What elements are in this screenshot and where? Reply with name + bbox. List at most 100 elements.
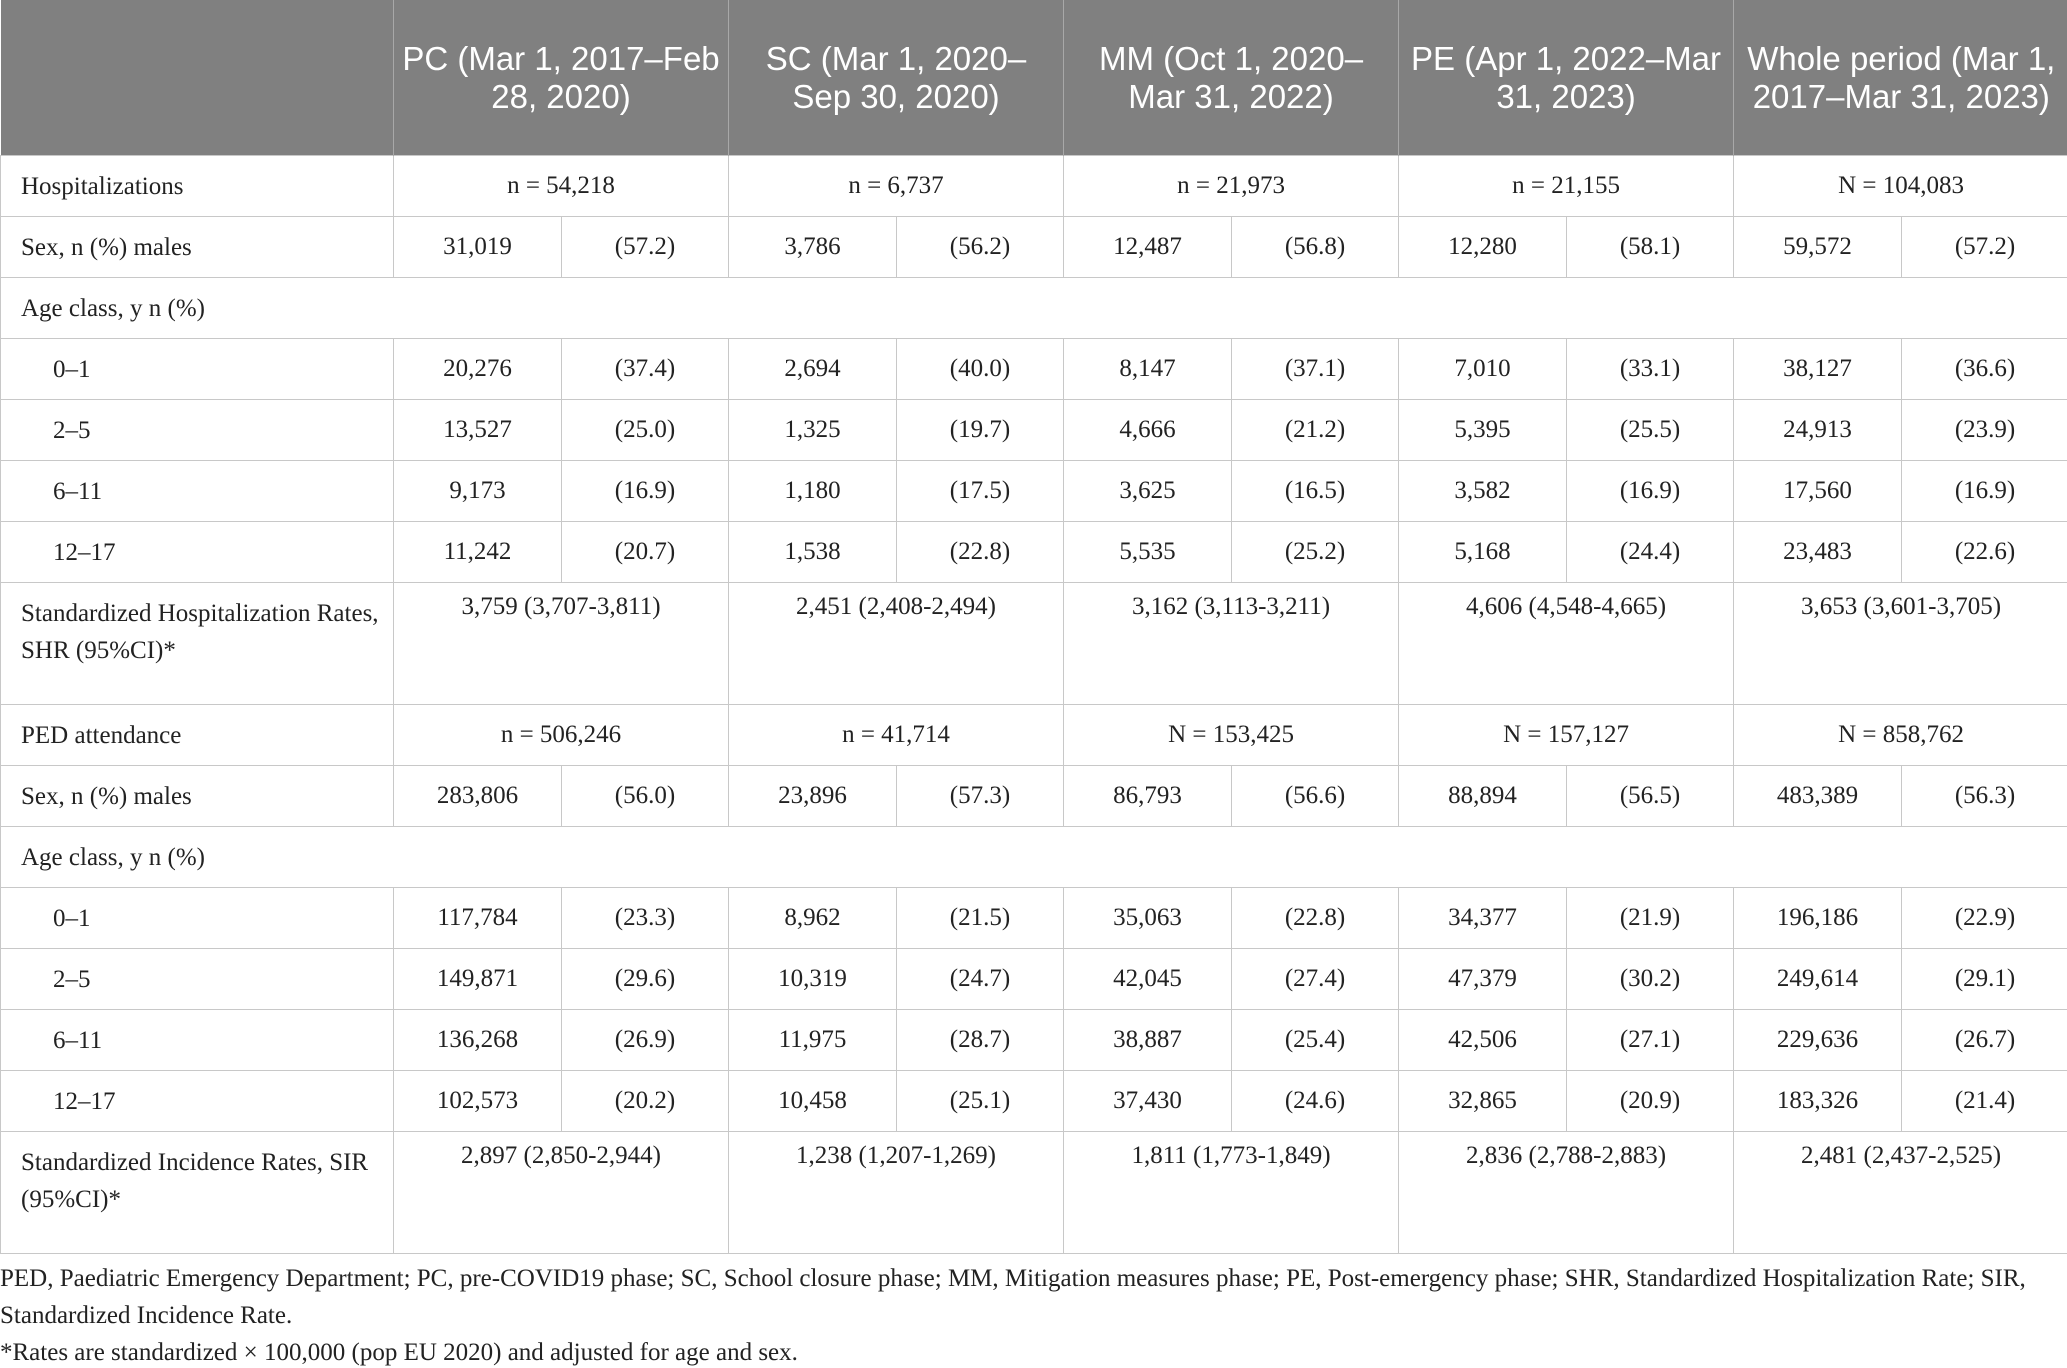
percent-cell: (56.5): [1566, 765, 1735, 827]
percent-cell: (21.2): [1231, 399, 1400, 461]
count-cell: 47,379: [1398, 948, 1568, 1010]
row-label: Standardized Incidence Rates, SIR (95%CI…: [0, 1131, 394, 1254]
percent-cell: (25.1): [895, 1070, 1065, 1132]
span-cell: n = 21,155: [1398, 155, 1735, 217]
data-row: 6–11 136,268 (26.9) 11,975 (28.7) 38,887 (25.4…: [0, 1009, 2067, 1071]
count-cell: 11,242: [393, 521, 562, 583]
data-row: 12–17 102,573 (20.2) 10,458 (25.1) 37,430 (24.…: [0, 1070, 2067, 1132]
count-cell: 23,483: [1733, 521, 1903, 583]
percent-cell: (24.4): [1566, 521, 1735, 583]
span-cell: 3,653 (3,601-3,705): [1733, 582, 2067, 705]
percent-cell: (16.9): [1901, 460, 2067, 522]
count-cell: 283,806: [393, 765, 562, 827]
count-cell: 136,268: [393, 1009, 562, 1071]
data-row: 2–5 149,871 (29.6) 10,319 (24.7) 42,045 (27.4)…: [0, 948, 2067, 1010]
percent-cell: (16.9): [1566, 460, 1735, 522]
percent-cell: (27.4): [1231, 948, 1400, 1010]
percent-cell: (21.4): [1901, 1070, 2067, 1132]
count-cell: 34,377: [1398, 887, 1568, 949]
data-row: 12–17 11,242 (20.7) 1,538 (22.8) 5,535 (25.2) 5…: [0, 521, 2067, 583]
percent-cell: (25.4): [1231, 1009, 1400, 1071]
data-row: 2–5 13,527 (25.0) 1,325 (19.7) 4,666 (21.2) 5,3…: [0, 399, 2067, 461]
count-cell: 1,325: [728, 399, 897, 461]
span-cell: n = 6,737: [727, 155, 1065, 217]
count-cell: 102,573: [393, 1070, 562, 1132]
count-cell: 5,535: [1063, 521, 1233, 583]
data-row: Sex, n (%) males 283,806 (56.0) 23,896 (57.3…: [0, 765, 2067, 827]
percent-cell: (16.5): [1231, 460, 1400, 522]
count-cell: 17,560: [1733, 460, 1903, 522]
percent-cell: (22.6): [1901, 521, 2067, 583]
row-label: 12–17: [0, 1070, 394, 1132]
percent-cell: (21.9): [1566, 887, 1735, 949]
percent-cell: (27.1): [1566, 1009, 1735, 1071]
span-cell: n = 41,714: [727, 704, 1065, 766]
row-label: 12–17: [0, 521, 394, 583]
data-row: Hospitalizations n = 54,218 n = 6,737 n = 2…: [0, 155, 2067, 217]
percent-cell: (23.9): [1901, 399, 2067, 461]
span-cell: N = 858,762: [1733, 704, 2067, 766]
count-cell: 32,865: [1398, 1070, 1568, 1132]
percent-cell: (20.9): [1566, 1070, 1735, 1132]
count-cell: 249,614: [1733, 948, 1903, 1010]
row-label: PED attendance: [0, 704, 394, 766]
count-cell: 10,319: [728, 948, 897, 1010]
count-cell: 5,395: [1398, 399, 1568, 461]
percent-cell: (30.2): [1566, 948, 1735, 1010]
footnote: *Rates are standardized × 100,000 (pop E…: [0, 1339, 798, 1366]
column-header: PE (Apr 1, 2022–Mar 31, 2023): [1398, 0, 1734, 156]
row-label: 0–1: [0, 887, 394, 949]
count-cell: 38,127: [1733, 338, 1903, 400]
data-table: PC (Mar 1, 2017–Feb 28, 2020) SC (Mar 1, …: [0, 0, 2067, 1254]
percent-cell: (19.7): [895, 399, 1065, 461]
percent-cell: (28.7): [895, 1009, 1065, 1071]
count-cell: 483,389: [1733, 765, 1903, 827]
percent-cell: (20.7): [561, 521, 729, 583]
percent-cell: (25.2): [1231, 521, 1400, 583]
data-row: 6–11 9,173 (16.9) 1,180 (17.5) 3,625 (16.5) 3,5…: [0, 460, 2067, 522]
footnote: PED, Paediatric Emergency Department; PC…: [0, 1265, 2026, 1329]
row-label: 6–11: [0, 460, 394, 522]
count-cell: 183,326: [1733, 1070, 1903, 1132]
count-cell: 8,962: [728, 887, 897, 949]
percent-cell: (29.1): [1901, 948, 2067, 1010]
span-cell: n = 54,218: [393, 155, 729, 217]
count-cell: 42,506: [1398, 1009, 1568, 1071]
percent-cell: (23.3): [561, 887, 729, 949]
row-label: 2–5: [0, 948, 394, 1010]
count-cell: 196,186: [1733, 887, 1903, 949]
row-label: 6–11: [0, 1009, 394, 1071]
count-cell: 1,538: [728, 521, 897, 583]
percent-cell: (17.5): [895, 460, 1065, 522]
count-cell: 13,527: [393, 399, 562, 461]
count-cell: 12,280: [1398, 216, 1568, 278]
percent-cell: (26.9): [561, 1009, 729, 1071]
section-row: Age class, y n (%): [0, 826, 2067, 888]
count-cell: 7,010: [1398, 338, 1568, 400]
span-cell: 2,836 (2,788-2,883): [1398, 1131, 1735, 1254]
percent-cell: (20.2): [561, 1070, 729, 1132]
percent-cell: (40.0): [895, 338, 1065, 400]
span-cell: n = 506,246: [393, 704, 729, 766]
percent-cell: (58.1): [1566, 216, 1735, 278]
percent-cell: (22.8): [1231, 887, 1400, 949]
data-row: Standardized Incidence Rates, SIR (95%CI…: [0, 1131, 2067, 1254]
count-cell: 10,458: [728, 1070, 897, 1132]
count-cell: 20,276: [393, 338, 562, 400]
count-cell: 8,147: [1063, 338, 1233, 400]
row-label: Standardized Hospitalization Rates, SHR …: [0, 582, 394, 705]
span-cell: 4,606 (4,548-4,665): [1398, 582, 1735, 705]
percent-cell: (16.9): [561, 460, 729, 522]
count-cell: 5,168: [1398, 521, 1568, 583]
percent-cell: (33.1): [1566, 338, 1735, 400]
count-cell: 229,636: [1733, 1009, 1903, 1071]
span-cell: 2,481 (2,437-2,525): [1733, 1131, 2067, 1254]
percent-cell: (36.6): [1901, 338, 2067, 400]
data-row: PED attendance n = 506,246 n = 41,714 N = 1…: [0, 704, 2067, 766]
footnotes: PED, Paediatric Emergency Department; PC…: [0, 1254, 2067, 1368]
percent-cell: (25.0): [561, 399, 729, 461]
span-cell: n = 21,973: [1063, 155, 1400, 217]
column-header: PC (Mar 1, 2017–Feb 28, 2020): [393, 0, 729, 156]
header-corner: [0, 0, 394, 156]
count-cell: 3,786: [728, 216, 897, 278]
